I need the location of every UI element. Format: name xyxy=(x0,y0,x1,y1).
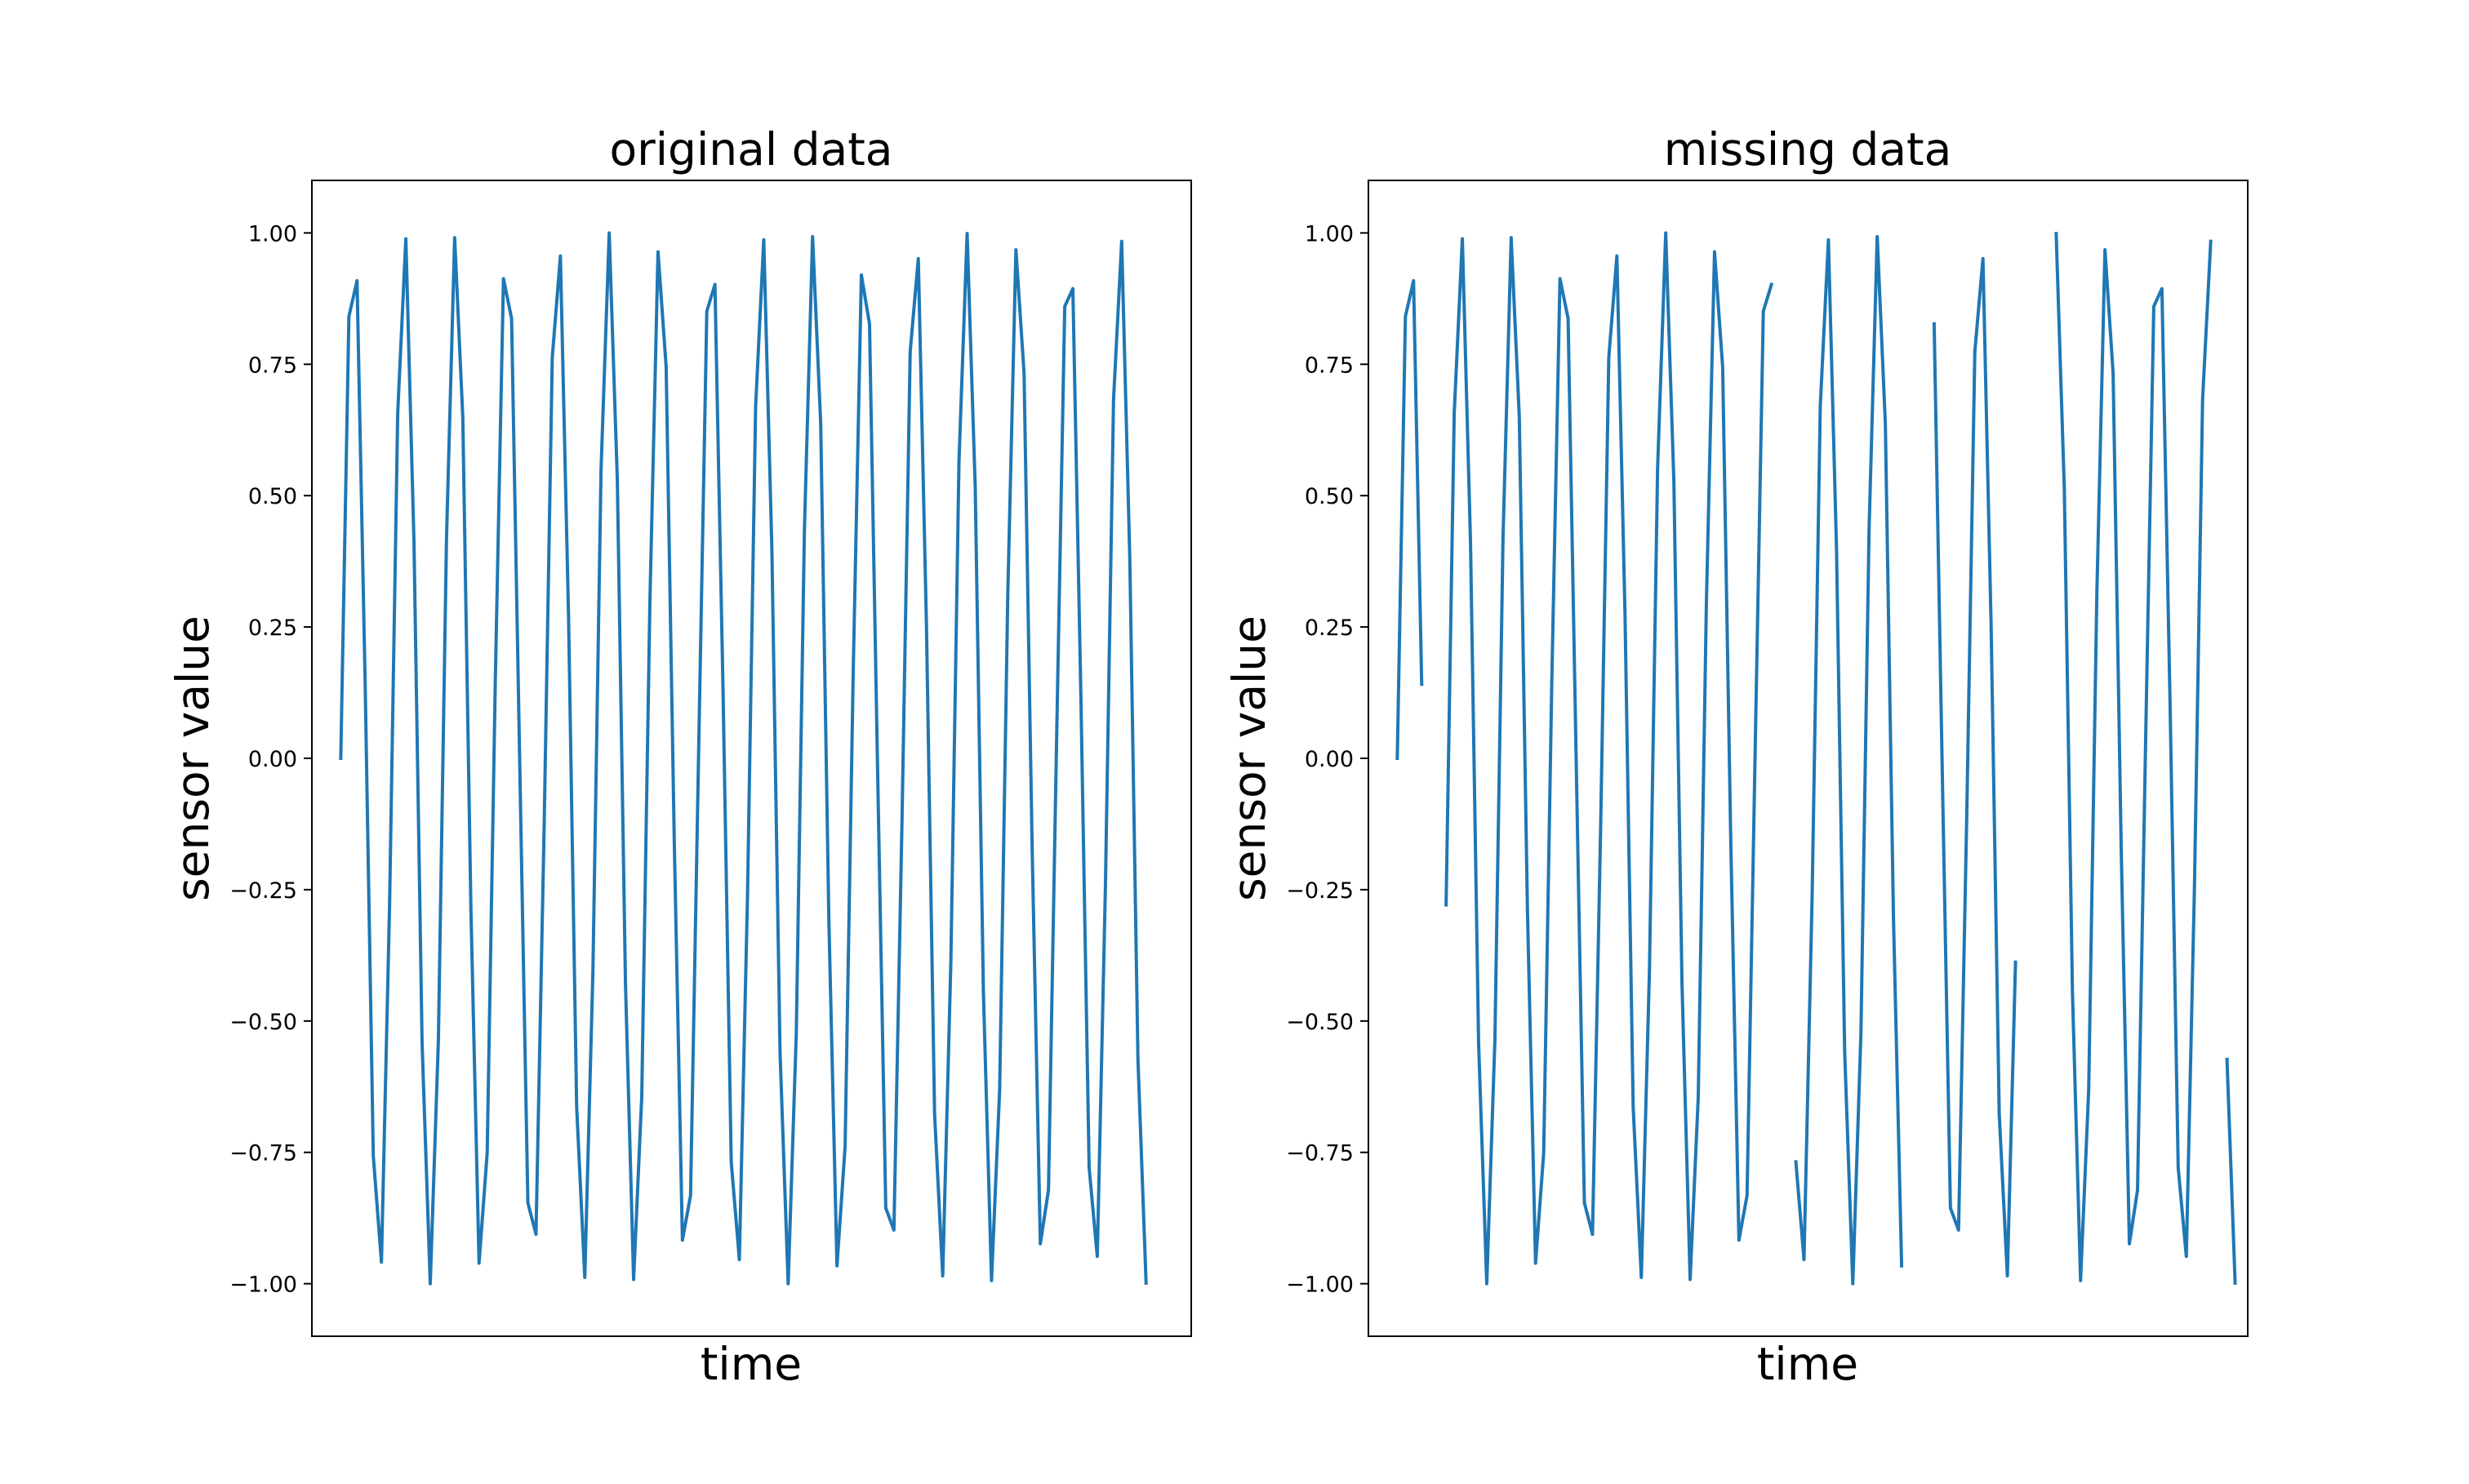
y-tick-label: 0.50 xyxy=(248,484,297,509)
series-line-segment-2 xyxy=(1794,234,1904,1286)
y-axis-label: sensor value xyxy=(1223,615,1275,901)
y-tick-label: 1.00 xyxy=(1305,221,1354,247)
subplot-original-data: original data 1.00 0.75 0.50 0.25 0.00 −0.25 −… xyxy=(167,123,1192,1390)
y-tick-label: 0.50 xyxy=(1305,484,1354,509)
y-axis-ticks: 1.00 0.75 0.50 0.25 0.00 −0.25 −0.50 −0.75 −1.00 xyxy=(229,221,312,1298)
y-axis-label: sensor value xyxy=(167,615,219,901)
y-tick-label: −0.50 xyxy=(229,1010,297,1035)
series-lines xyxy=(339,231,1148,1286)
series-line-segment-4 xyxy=(2054,231,2213,1282)
series-line-segment-0 xyxy=(339,231,1148,1286)
y-tick-label: −0.75 xyxy=(229,1141,297,1166)
y-tick-label: 0.25 xyxy=(1305,615,1354,641)
y-tick-label: 0.00 xyxy=(1305,747,1354,772)
series-line-segment-3 xyxy=(1932,256,2017,1277)
y-tick-label: −0.75 xyxy=(1286,1141,1354,1166)
chart-title: missing data xyxy=(1664,123,1952,176)
series-line-segment-0 xyxy=(1395,278,1424,761)
y-tick-label: 0.75 xyxy=(248,353,297,378)
y-tick-label: −1.00 xyxy=(1286,1273,1354,1298)
y-tick-label: 1.00 xyxy=(248,221,297,247)
y-tick-label: −0.25 xyxy=(1286,878,1354,904)
chart-title: original data xyxy=(610,123,893,176)
x-axis-label: time xyxy=(701,1338,802,1390)
y-tick-label: 0.00 xyxy=(248,747,297,772)
y-tick-label: −1.00 xyxy=(229,1273,297,1298)
series-lines xyxy=(1395,231,2237,1286)
y-tick-label: −0.50 xyxy=(1286,1010,1354,1035)
y-tick-label: −0.25 xyxy=(229,878,297,904)
y-tick-label: 0.25 xyxy=(248,615,297,641)
x-axis-label: time xyxy=(1757,1338,1858,1390)
subplot-missing-data: missing data 1.00 0.75 0.50 0.25 0.00 −0.25 −0… xyxy=(1223,123,2249,1390)
y-axis-ticks: 1.00 0.75 0.50 0.25 0.00 −0.25 −0.50 −0.75 −1.00 xyxy=(1286,221,1368,1298)
series-line-segment-5 xyxy=(2225,1057,2237,1286)
series-line-segment-1 xyxy=(1444,231,1774,1286)
y-tick-label: 0.75 xyxy=(1305,353,1354,378)
